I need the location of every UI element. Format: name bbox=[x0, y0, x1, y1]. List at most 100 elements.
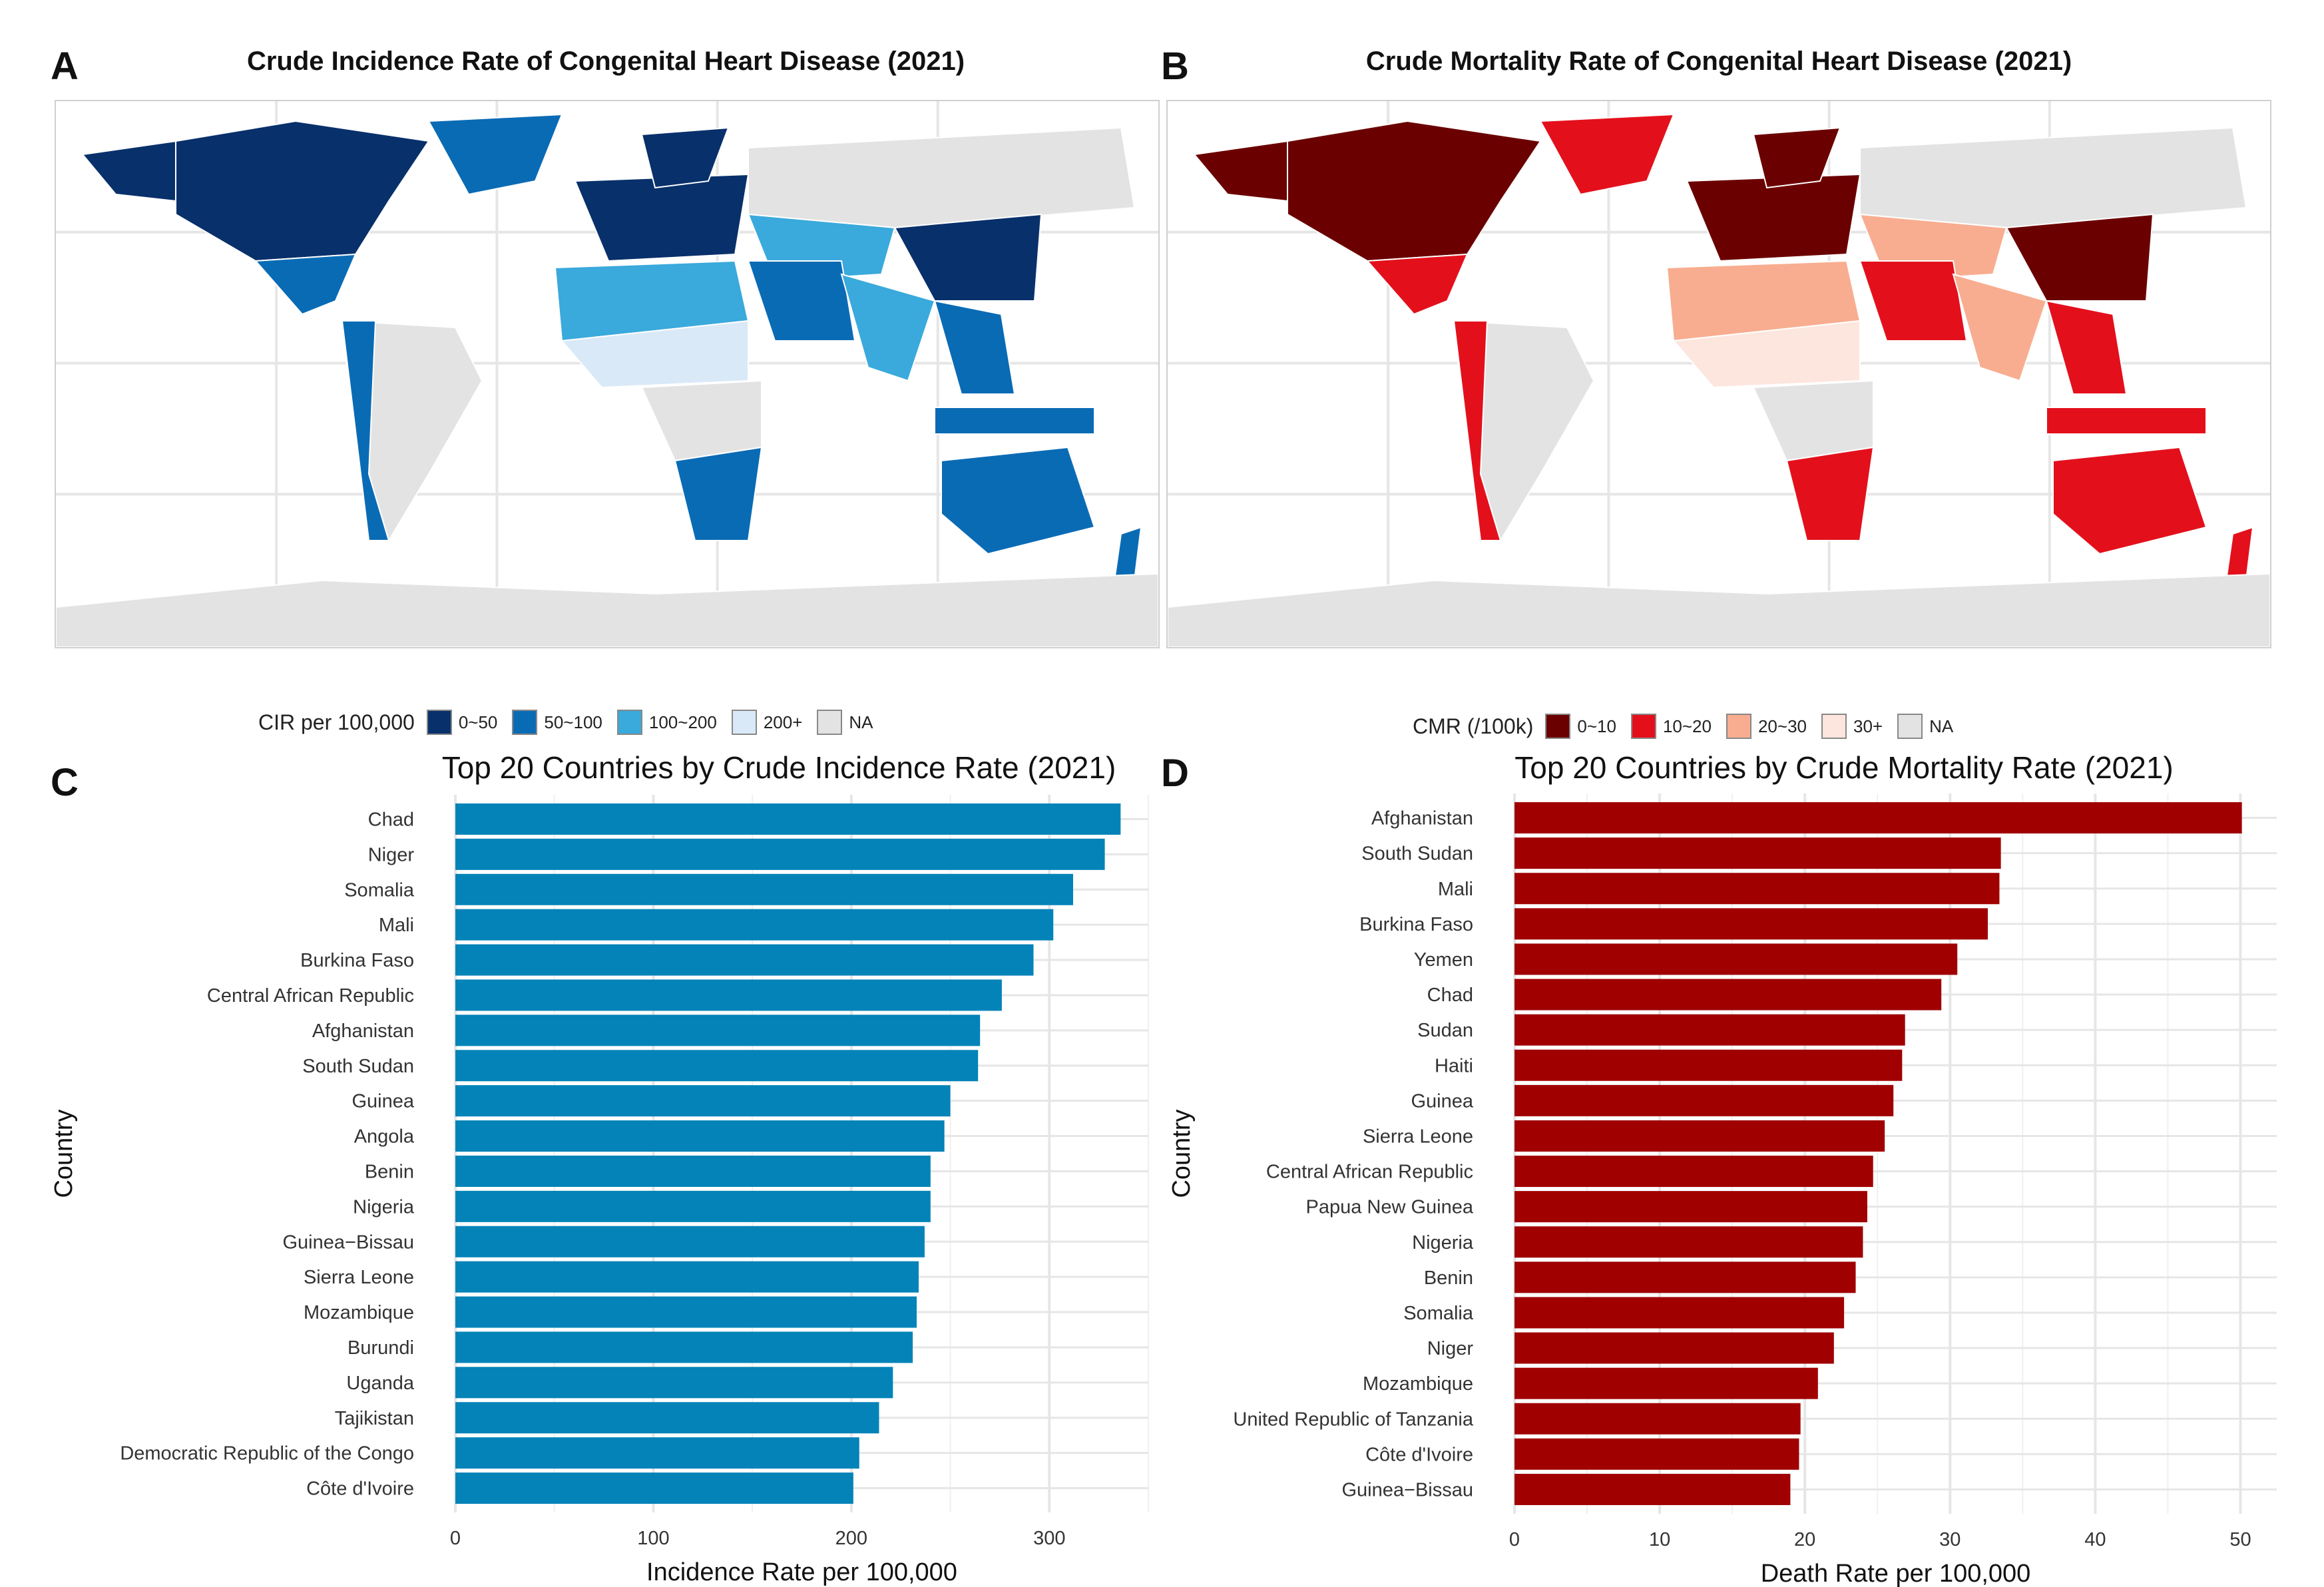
mortality-category-label: Chad bbox=[1427, 985, 1473, 1006]
cir-legend: CIR per 100,000 0~50 50~100 100~200 200+… bbox=[258, 710, 888, 735]
cmr-swatch-0 bbox=[1545, 714, 1571, 739]
incidence-map-region-indonesia bbox=[934, 407, 1095, 435]
mortality-category-label: Burkina Faso bbox=[1359, 914, 1473, 935]
cmr-swatch-2 bbox=[1726, 714, 1751, 739]
cir-legend-label: 100~200 bbox=[648, 712, 717, 732]
incidence-x-axis-label: Incidence Rate per 100,000 bbox=[646, 1558, 957, 1586]
incidence-map-region-alaska bbox=[81, 140, 176, 202]
mortality-bar bbox=[1514, 1261, 1856, 1293]
mortality-category-label: South Sudan bbox=[1361, 843, 1473, 865]
incidence-bar-chart: Chad Niger Somalia Mali Burkina Faso Central … bbox=[50, 795, 1149, 1586]
mortality-bar bbox=[1514, 1014, 1905, 1046]
mortality-category-label: Côte d'Ivoire bbox=[1365, 1444, 1473, 1465]
cmr-legend-item: 30+ bbox=[1821, 714, 1883, 739]
mortality-bar bbox=[1514, 943, 1958, 975]
mortality-bar bbox=[1514, 1191, 1867, 1223]
incidence-map-region-new-zealand bbox=[1113, 526, 1142, 581]
mortality-bar bbox=[1514, 1120, 1885, 1152]
incidence-bar bbox=[455, 1226, 925, 1257]
cir-swatch-1 bbox=[512, 710, 538, 735]
incidence-bar bbox=[455, 944, 1034, 976]
mortality-bar bbox=[1514, 1156, 1873, 1188]
incidence-map-region-north-america bbox=[175, 120, 430, 262]
panel-letter-c: C bbox=[51, 761, 79, 804]
mortality-map-region-central-africa bbox=[1752, 379, 1874, 462]
mortality-map-region-new-zealand bbox=[2225, 526, 2254, 581]
mortality-map-region-south-asia bbox=[1952, 273, 2048, 382]
incidence-bar bbox=[455, 1155, 931, 1187]
incidence-bar bbox=[455, 1367, 893, 1399]
mortality-x-axis-label: Death Rate per 100,000 bbox=[1761, 1560, 2031, 1587]
incidence-bar bbox=[455, 1402, 879, 1434]
panel-letter-b: B bbox=[1161, 45, 1189, 88]
mortality-bar bbox=[1514, 837, 2001, 869]
incidence-category-label: Niger bbox=[368, 844, 415, 865]
cmr-legend-item: 10~20 bbox=[1630, 714, 1712, 739]
incidence-category-label: Sierra Leone bbox=[304, 1267, 414, 1288]
mortality-tick-label: 50 bbox=[2229, 1529, 2251, 1550]
incidence-bar bbox=[455, 1261, 919, 1293]
incidence-map-region-antarctica bbox=[56, 572, 1158, 647]
cir-legend-label: 200+ bbox=[763, 712, 803, 732]
mortality-chart-title: Top 20 Countries by Crude Mortality Rate… bbox=[1514, 750, 2174, 785]
incidence-category-label: Angola bbox=[354, 1126, 415, 1148]
mortality-map-region-china bbox=[2005, 213, 2154, 302]
mortality-map-svg bbox=[1168, 101, 2270, 647]
cir-swatch-2 bbox=[616, 710, 642, 735]
mortality-bar bbox=[1514, 979, 1942, 1011]
panel-letter-a: A bbox=[51, 45, 79, 88]
mortality-category-label: Somalia bbox=[1403, 1303, 1474, 1324]
mortality-map-region-se-asia bbox=[2045, 300, 2128, 395]
incidence-map-region-se-asia bbox=[933, 300, 1016, 395]
cmr-legend-title: CMR (/100k) bbox=[1413, 714, 1534, 738]
mortality-map-region-middle-east bbox=[1859, 260, 1968, 341]
cir-legend-item: 200+ bbox=[731, 710, 803, 735]
mortality-bar bbox=[1514, 1084, 1894, 1116]
mortality-bar bbox=[1514, 1297, 1845, 1329]
mortality-map-region-andes bbox=[1453, 320, 1502, 541]
mortality-bar bbox=[1514, 1438, 1799, 1470]
cmr-legend-label: 0~10 bbox=[1577, 716, 1616, 736]
incidence-category-label: Uganda bbox=[346, 1373, 414, 1394]
incidence-category-label: Mali bbox=[379, 915, 414, 936]
cir-legend-label: 50~100 bbox=[544, 712, 602, 732]
mortality-map-region-central-america bbox=[1365, 253, 1469, 316]
mortality-bar bbox=[1514, 1049, 1903, 1081]
incidence-category-label: Burundi bbox=[348, 1337, 414, 1359]
mortality-bar-chart: Afghanistan South Sudan Mali Burkina Faso Ye… bbox=[1168, 794, 2277, 1587]
cmr-legend-label: 20~30 bbox=[1757, 716, 1807, 736]
mortality-map-region-sahel bbox=[1672, 320, 1861, 389]
mortality-category-label: Sudan bbox=[1417, 1020, 1473, 1041]
panel-letter-d: D bbox=[1161, 752, 1189, 795]
incidence-category-label: Afghanistan bbox=[312, 1020, 414, 1042]
incidence-map-region-south-asia bbox=[840, 273, 936, 382]
mortality-bar bbox=[1514, 1226, 1863, 1258]
mortality-category-label: Haiti bbox=[1435, 1055, 1473, 1076]
mortality-category-label: Mozambique bbox=[1363, 1373, 1473, 1395]
incidence-map-region-central-america bbox=[254, 253, 357, 316]
incidence-map-region-china bbox=[893, 213, 1043, 302]
incidence-category-label: Tajikistan bbox=[335, 1408, 414, 1429]
incidence-category-label: Mozambique bbox=[304, 1302, 414, 1323]
cir-swatch-0 bbox=[426, 710, 452, 735]
mortality-bar bbox=[1514, 1332, 1834, 1364]
incidence-bar bbox=[455, 1473, 853, 1504]
cir-legend-label: 0~50 bbox=[458, 712, 498, 732]
incidence-category-label: Democratic Republic of the Congo bbox=[120, 1443, 414, 1465]
mortality-bar bbox=[1514, 1473, 1791, 1505]
incidence-map-region-sahel bbox=[561, 320, 749, 389]
incidence-category-label: Central African Republic bbox=[207, 985, 414, 1007]
incidence-bar bbox=[455, 1120, 945, 1152]
mortality-world-map bbox=[1166, 100, 2271, 648]
mortality-map-region-north-america bbox=[1287, 120, 1542, 262]
incidence-map-region-andes bbox=[341, 320, 390, 541]
map-a-title: Crude Incidence Rate of Congenital Heart… bbox=[246, 47, 965, 76]
cir-legend-item: NA bbox=[817, 710, 873, 735]
mortality-category-label: Central African Republic bbox=[1266, 1162, 1473, 1183]
mortality-category-label: Benin bbox=[1424, 1267, 1473, 1289]
mortality-category-label: Papua New Guinea bbox=[1306, 1197, 1474, 1218]
incidence-category-label: Benin bbox=[365, 1161, 414, 1182]
mortality-tick-label: 0 bbox=[1509, 1529, 1520, 1550]
mortality-category-label: Afghanistan bbox=[1371, 808, 1473, 829]
mortality-category-label: Mali bbox=[1438, 879, 1473, 900]
